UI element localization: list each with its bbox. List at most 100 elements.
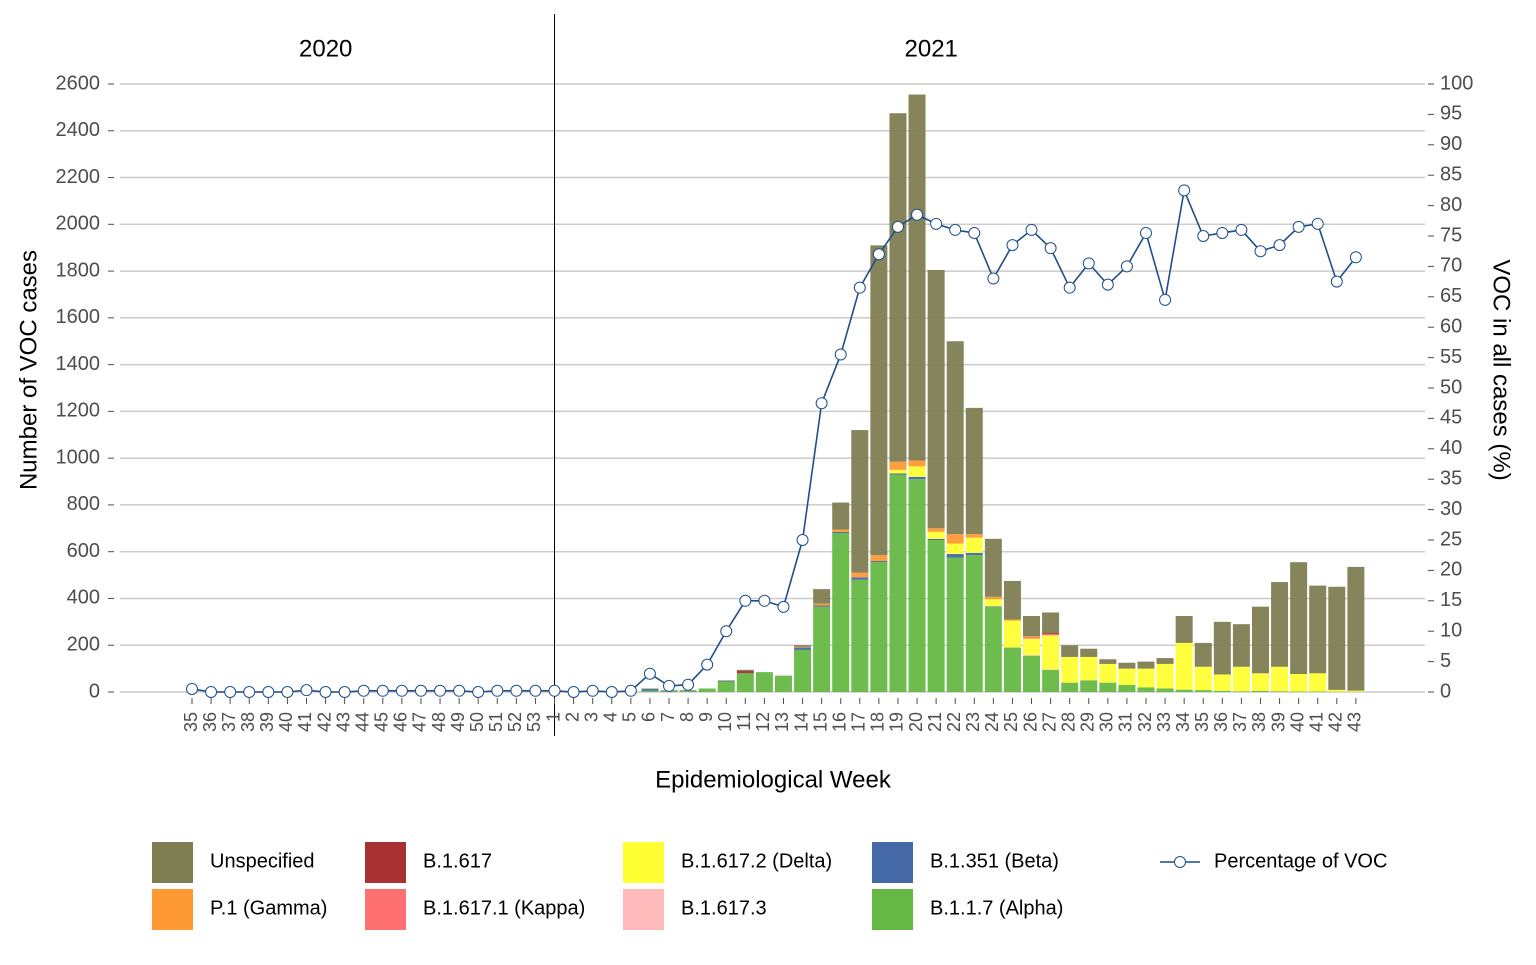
bar-segment bbox=[1309, 586, 1326, 674]
bar-segment bbox=[851, 430, 868, 573]
bar-segment bbox=[1233, 624, 1250, 667]
x-tick-label: 41 bbox=[295, 712, 315, 732]
line-marker bbox=[1026, 224, 1037, 235]
line-marker bbox=[1274, 240, 1285, 251]
bar-segment bbox=[1099, 659, 1116, 664]
line-marker bbox=[835, 349, 846, 360]
x-tick-label: 11 bbox=[734, 712, 754, 731]
x-tick-label: 2 bbox=[562, 712, 582, 722]
x-tick-label: 40 bbox=[276, 712, 296, 732]
bar-segment bbox=[1138, 662, 1155, 669]
x-tick-label: 39 bbox=[1268, 712, 1288, 732]
bar-segment bbox=[947, 341, 964, 534]
bar-segment bbox=[928, 528, 945, 532]
bar-segment bbox=[947, 554, 964, 558]
x-tick-label: 46 bbox=[391, 712, 411, 732]
legend-swatch bbox=[623, 889, 664, 930]
bar-segment bbox=[889, 475, 906, 692]
x-tick-label: 27 bbox=[1039, 712, 1059, 732]
line-marker bbox=[969, 227, 980, 238]
x-tick-label: 23 bbox=[963, 712, 983, 732]
bar-segment bbox=[813, 604, 830, 606]
x-tick-label: 24 bbox=[982, 712, 1002, 732]
bar-segment bbox=[870, 555, 887, 561]
bar-segment bbox=[1252, 607, 1269, 674]
panel-label: 2020 bbox=[299, 35, 352, 62]
x-tick-label: 49 bbox=[448, 712, 468, 732]
y2-tick-label: 55 bbox=[1440, 346, 1462, 368]
x-tick-label: 35 bbox=[181, 712, 201, 732]
x-tick-label: 9 bbox=[696, 712, 716, 722]
x-tick-label: 14 bbox=[791, 712, 811, 732]
bar-segment bbox=[794, 645, 811, 647]
x-tick-label: 18 bbox=[868, 712, 888, 732]
bar-segment bbox=[641, 691, 658, 692]
line-marker bbox=[759, 595, 770, 606]
line-marker bbox=[415, 685, 426, 696]
bar-segment bbox=[985, 607, 1002, 692]
x-tick-label: 44 bbox=[352, 712, 372, 732]
bar-segment bbox=[909, 477, 926, 479]
bar-segment bbox=[1233, 667, 1250, 692]
line-marker bbox=[1312, 218, 1323, 229]
bar-segment bbox=[1023, 616, 1040, 636]
bar-segment bbox=[1271, 582, 1288, 667]
y2-tick-label: 70 bbox=[1440, 255, 1462, 277]
line-marker bbox=[606, 687, 617, 698]
bar-segment bbox=[1023, 636, 1040, 637]
bar-segment bbox=[1271, 667, 1288, 692]
x-tick-label: 25 bbox=[1001, 712, 1021, 732]
bar-segment bbox=[966, 555, 983, 692]
x-tick-label: 6 bbox=[639, 712, 659, 722]
x-tick-label: 45 bbox=[372, 712, 392, 732]
bar-segment bbox=[1099, 664, 1116, 683]
x-tick-label: 20 bbox=[906, 712, 926, 732]
bar-segment bbox=[832, 533, 849, 692]
bar-segment bbox=[737, 670, 754, 671]
line-marker bbox=[282, 687, 293, 698]
bar-segment bbox=[737, 671, 754, 673]
x-tick-label: 38 bbox=[1249, 712, 1269, 732]
x-tick-label: 7 bbox=[658, 712, 678, 722]
bar-segment bbox=[1157, 664, 1174, 689]
y-tick-label: 800 bbox=[67, 493, 100, 515]
bar-segment bbox=[832, 529, 849, 531]
x-tick-label: 30 bbox=[1097, 712, 1117, 732]
x-tick-label: 52 bbox=[505, 712, 525, 732]
bar-segment bbox=[889, 462, 906, 470]
y2-tick-label: 60 bbox=[1440, 315, 1462, 337]
legend-marker bbox=[1175, 857, 1186, 868]
bar-segment bbox=[775, 676, 792, 692]
line-marker bbox=[892, 221, 903, 232]
bar-segment bbox=[1023, 656, 1040, 692]
line-marker bbox=[1121, 261, 1132, 272]
legend-label: B.1.351 (Beta) bbox=[930, 850, 1059, 872]
line-marker bbox=[320, 687, 331, 698]
bar-segment bbox=[1290, 562, 1307, 674]
y2-tick-label: 45 bbox=[1440, 407, 1462, 429]
y2-tick-label: 100 bbox=[1440, 72, 1473, 94]
x-tick-label: 38 bbox=[238, 712, 258, 732]
y2-tick-label: 15 bbox=[1440, 589, 1462, 611]
line-marker bbox=[625, 685, 636, 696]
line-marker bbox=[683, 679, 694, 690]
line-marker bbox=[492, 685, 503, 696]
line-marker bbox=[1083, 258, 1094, 269]
y-tick-label: 2400 bbox=[56, 119, 101, 141]
bar-segment bbox=[1309, 673, 1326, 691]
y2-tick-label: 65 bbox=[1440, 285, 1462, 307]
x-tick-label: 12 bbox=[753, 712, 773, 732]
bar-segment bbox=[1195, 643, 1212, 667]
x-tick-label: 36 bbox=[200, 712, 220, 732]
x-tick-label: 5 bbox=[620, 712, 640, 722]
bar-segment bbox=[718, 681, 735, 692]
bar-segment bbox=[928, 540, 945, 692]
bar-segment bbox=[794, 648, 811, 650]
bar-segment bbox=[1023, 655, 1040, 656]
legend-label: B.1.617 bbox=[423, 850, 492, 872]
line-marker bbox=[339, 687, 350, 698]
bar-segment bbox=[909, 479, 926, 692]
bar-segment bbox=[1138, 687, 1155, 692]
